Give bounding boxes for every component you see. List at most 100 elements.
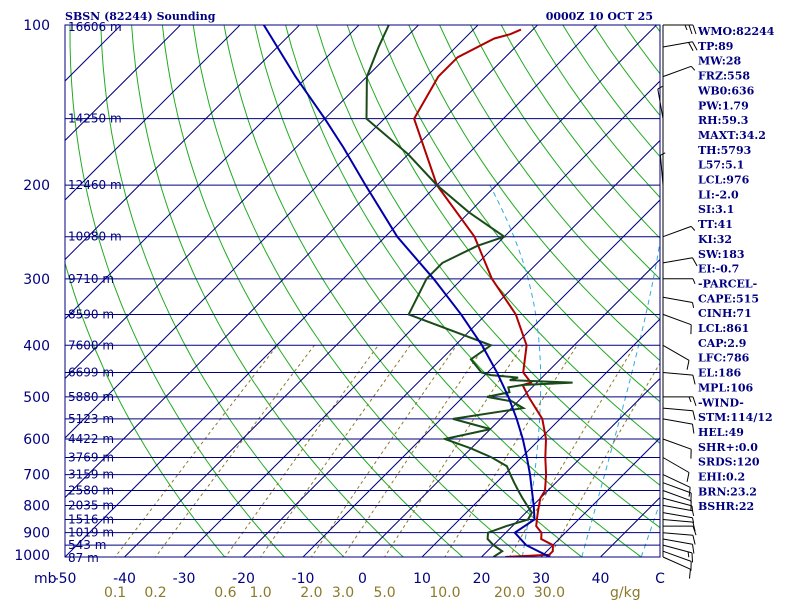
temperature-tick-label: 40 xyxy=(592,571,610,587)
wind-barb-staff xyxy=(662,497,693,507)
dry-adiabat xyxy=(65,261,226,557)
wind-barb-flag xyxy=(686,360,690,370)
wind-barb-half-flag xyxy=(657,85,663,90)
mixing-ratio-label: 0.1 xyxy=(104,585,126,600)
index-value: EHI:0.2 xyxy=(698,471,745,484)
wind-barb-half-flag xyxy=(691,505,694,512)
pressure-label: 1000 xyxy=(14,548,50,564)
height-label: 5880 m xyxy=(68,390,114,404)
parcel-path xyxy=(262,25,551,557)
wind-barb xyxy=(662,418,695,434)
isotherm xyxy=(183,80,660,557)
height-label: 2580 m xyxy=(68,484,114,498)
dry-adiabat xyxy=(69,25,285,557)
index-value: EI:-0.7 xyxy=(698,263,739,276)
mixing-ratio-label: 20.0 xyxy=(494,585,525,600)
index-value: WMO:82244 xyxy=(697,25,775,38)
isobars xyxy=(65,24,660,558)
mixing-ratio-label: 0.6 xyxy=(214,585,236,600)
wind-barb xyxy=(662,296,695,308)
dry-adiabat xyxy=(100,25,345,557)
wind-barb xyxy=(662,519,696,532)
index-value: TT:41 xyxy=(698,218,733,231)
wind-barb xyxy=(662,474,691,497)
index-value: KI:32 xyxy=(698,233,732,246)
temperature-labels: -50 -40 -30 -20 -10 0 10 20 30 40 C xyxy=(54,571,666,587)
wind-barb-flag xyxy=(692,410,696,421)
pressure-label: 500 xyxy=(23,390,50,406)
wind-barb-staff xyxy=(662,313,692,326)
dry-adiabat xyxy=(131,25,405,557)
wind-barb-staff xyxy=(662,538,693,545)
wind-barb-staff xyxy=(662,519,693,523)
wind-barb-flag xyxy=(692,257,698,267)
wind-barb xyxy=(662,532,696,545)
height-label: 543 m xyxy=(68,538,106,552)
wind-barb xyxy=(662,407,696,421)
index-value: SRDS:120 xyxy=(698,456,760,469)
height-label: 3769 m xyxy=(68,451,114,465)
wind-barb-flag xyxy=(692,544,695,554)
wind-barb-flag xyxy=(692,424,695,434)
wind-barb xyxy=(662,225,696,238)
isotherms xyxy=(65,25,660,557)
isotherm xyxy=(362,258,660,557)
index-value: LCL:976 xyxy=(698,174,750,187)
temperature-tick-label: C xyxy=(655,571,665,587)
mixing-ratio-label: 0.2 xyxy=(144,585,166,600)
sounding-time: 0000Z 10 OCT 25 xyxy=(546,10,653,23)
index-value: BSHR:22 xyxy=(698,500,754,513)
wind-barb-flag xyxy=(688,24,693,35)
mixing-ratio-line xyxy=(509,345,636,557)
wind-barb-staff xyxy=(662,41,693,48)
dry-adiabat xyxy=(562,25,660,158)
isotherm xyxy=(540,437,660,557)
index-value: BRN:23.2 xyxy=(698,485,757,498)
temperature-tick-label: -30 xyxy=(173,571,196,587)
height-label: 14250 m xyxy=(68,112,122,126)
wind-barb-staff xyxy=(659,155,664,186)
mixing-ratio-line xyxy=(224,345,379,557)
temperature-tick-label: 0 xyxy=(358,571,367,587)
wind-barb xyxy=(662,544,693,563)
plot-frame xyxy=(64,24,661,558)
pressure-label: 100 xyxy=(23,18,50,34)
wind-barb-half-flag xyxy=(692,510,695,517)
dry-adiabat xyxy=(439,25,660,321)
wind-barb-staff xyxy=(662,550,692,562)
wind-barb xyxy=(662,457,690,482)
isotherm xyxy=(124,25,657,557)
height-label: 87 m xyxy=(68,551,99,565)
index-value: CAP:2.9 xyxy=(698,337,746,350)
index-value: -PARCEL- xyxy=(698,277,757,290)
pressure-label: 600 xyxy=(23,432,50,448)
temperature-tick-label: 10 xyxy=(413,571,431,587)
dry-adiabat xyxy=(223,25,583,557)
index-value: PW:1.79 xyxy=(698,99,749,112)
wind-barb-staff xyxy=(662,296,693,303)
profile-series xyxy=(262,25,573,557)
wind-barb xyxy=(662,344,690,370)
mixing-ratio-line xyxy=(114,344,278,557)
wind-barb-staff xyxy=(662,512,693,519)
height-label: 10980 m xyxy=(68,230,122,244)
wind-barb xyxy=(662,257,698,267)
height-label: 8590 m xyxy=(68,307,114,321)
pressure-unit-label: mb xyxy=(34,571,57,587)
wind-barb-staff xyxy=(662,65,692,78)
temperature-tick-label: 20 xyxy=(473,571,491,587)
index-value: SW:183 xyxy=(698,248,745,261)
isotherm xyxy=(65,25,419,380)
wind-barb-half-flag xyxy=(692,517,695,524)
wind-barb-flag xyxy=(692,24,697,35)
mixing-ratio-label: 1.0 xyxy=(249,585,271,600)
wind-barb-staff xyxy=(662,532,693,536)
index-value: SI:3.1 xyxy=(698,203,734,216)
pressure-label: 800 xyxy=(23,498,50,514)
mixing-ratio-line xyxy=(259,345,411,557)
moist-adiabat xyxy=(760,185,800,557)
wind-barb xyxy=(662,65,696,78)
wind-barb xyxy=(662,438,692,459)
wind-barb-half-flag xyxy=(690,65,696,71)
